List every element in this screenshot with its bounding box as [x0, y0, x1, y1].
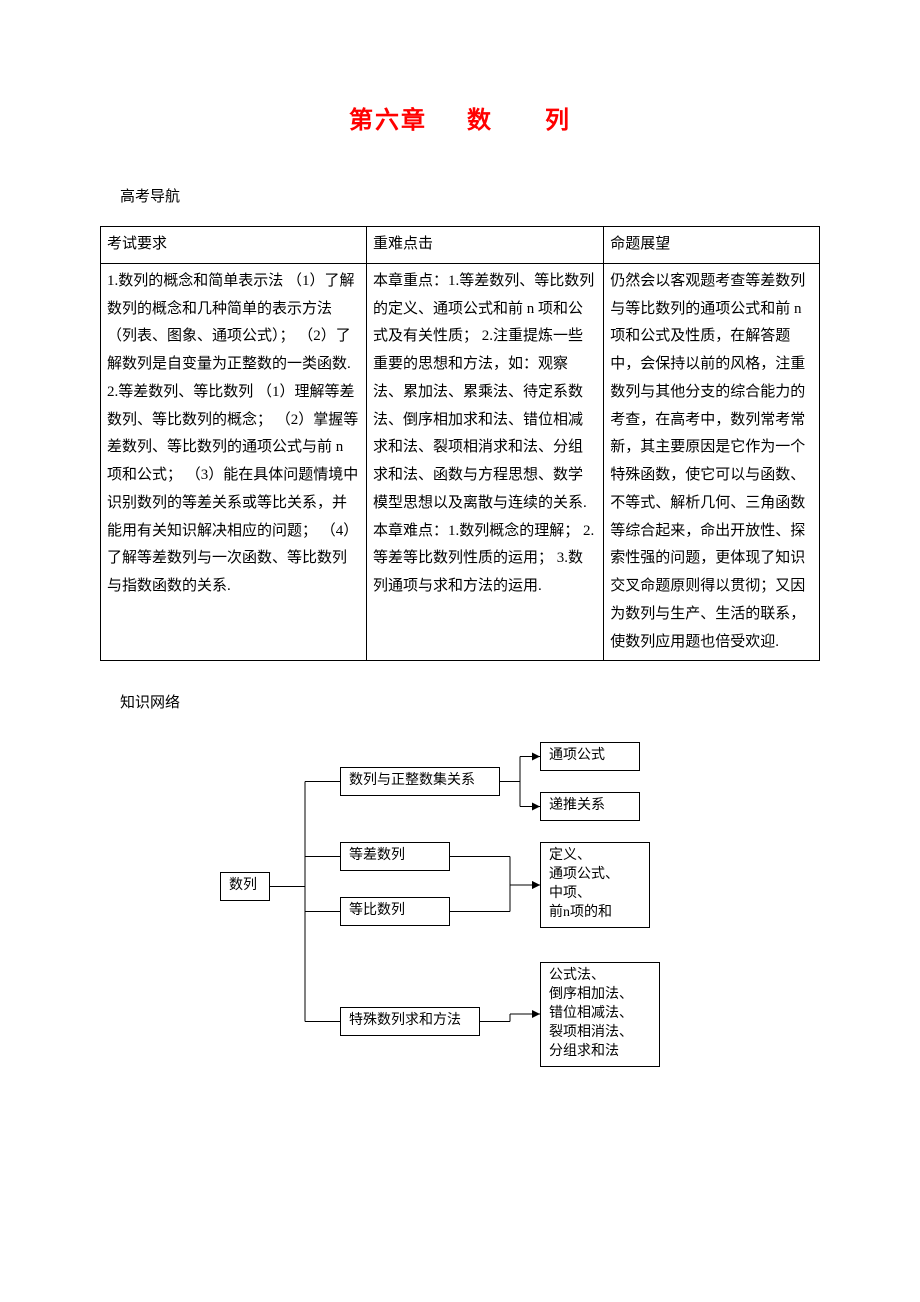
- diagram-node-n4: 特殊数列求和方法: [340, 1007, 480, 1036]
- diagram-node-n1: 数列与正整数集关系: [340, 767, 500, 796]
- header-col2: 重难点击: [367, 227, 604, 264]
- diagram-node-r3: 定义、 通项公式、 中项、 前n项的和: [540, 842, 650, 928]
- section-label-2: 知识网络: [120, 691, 820, 712]
- cell-col2: 本章重点：1.等差数列、等比数列的定义、通项公式和前 n 项和公式及有关性质； …: [367, 263, 604, 661]
- chapter-title: 第六章 数 列: [100, 100, 820, 135]
- header-col1: 考试要求: [101, 227, 367, 264]
- main-table: 考试要求 重难点击 命题展望 1.数列的概念和简单表示法 （1）了解数列的概念和…: [100, 226, 820, 661]
- diagram-node-r2: 递推关系: [540, 792, 640, 821]
- diagram-node-n3: 等比数列: [340, 897, 450, 926]
- header-col3: 命题展望: [604, 227, 820, 264]
- section-label-1: 高考导航: [120, 185, 820, 206]
- knowledge-diagram: 数列 数列与正整数集关系等差数列等比数列特殊数列求和方法 通项公式递推关系定义、 通…: [210, 732, 710, 1072]
- diagram-node-r1: 通项公式: [540, 742, 640, 771]
- diagram-node-root: 数列: [220, 872, 270, 901]
- cell-col1: 1.数列的概念和简单表示法 （1）了解数列的概念和几种简单的表示方法（列表、图象…: [101, 263, 367, 661]
- diagram-node-n2: 等差数列: [340, 842, 450, 871]
- cell-col3: 仍然会以客观题考查等差数列与等比数列的通项公式和前 n 项和公式及性质，在解答题…: [604, 263, 820, 661]
- diagram-node-r4: 公式法、 倒序相加法、 错位相减法、 裂项相消法、 分组求和法: [540, 962, 660, 1066]
- chapter-main: 数 列: [467, 107, 571, 134]
- table-body-row: 1.数列的概念和简单表示法 （1）了解数列的概念和几种简单的表示方法（列表、图象…: [101, 263, 820, 661]
- table-header-row: 考试要求 重难点击 命题展望: [101, 227, 820, 264]
- chapter-prefix: 第六章: [349, 107, 427, 134]
